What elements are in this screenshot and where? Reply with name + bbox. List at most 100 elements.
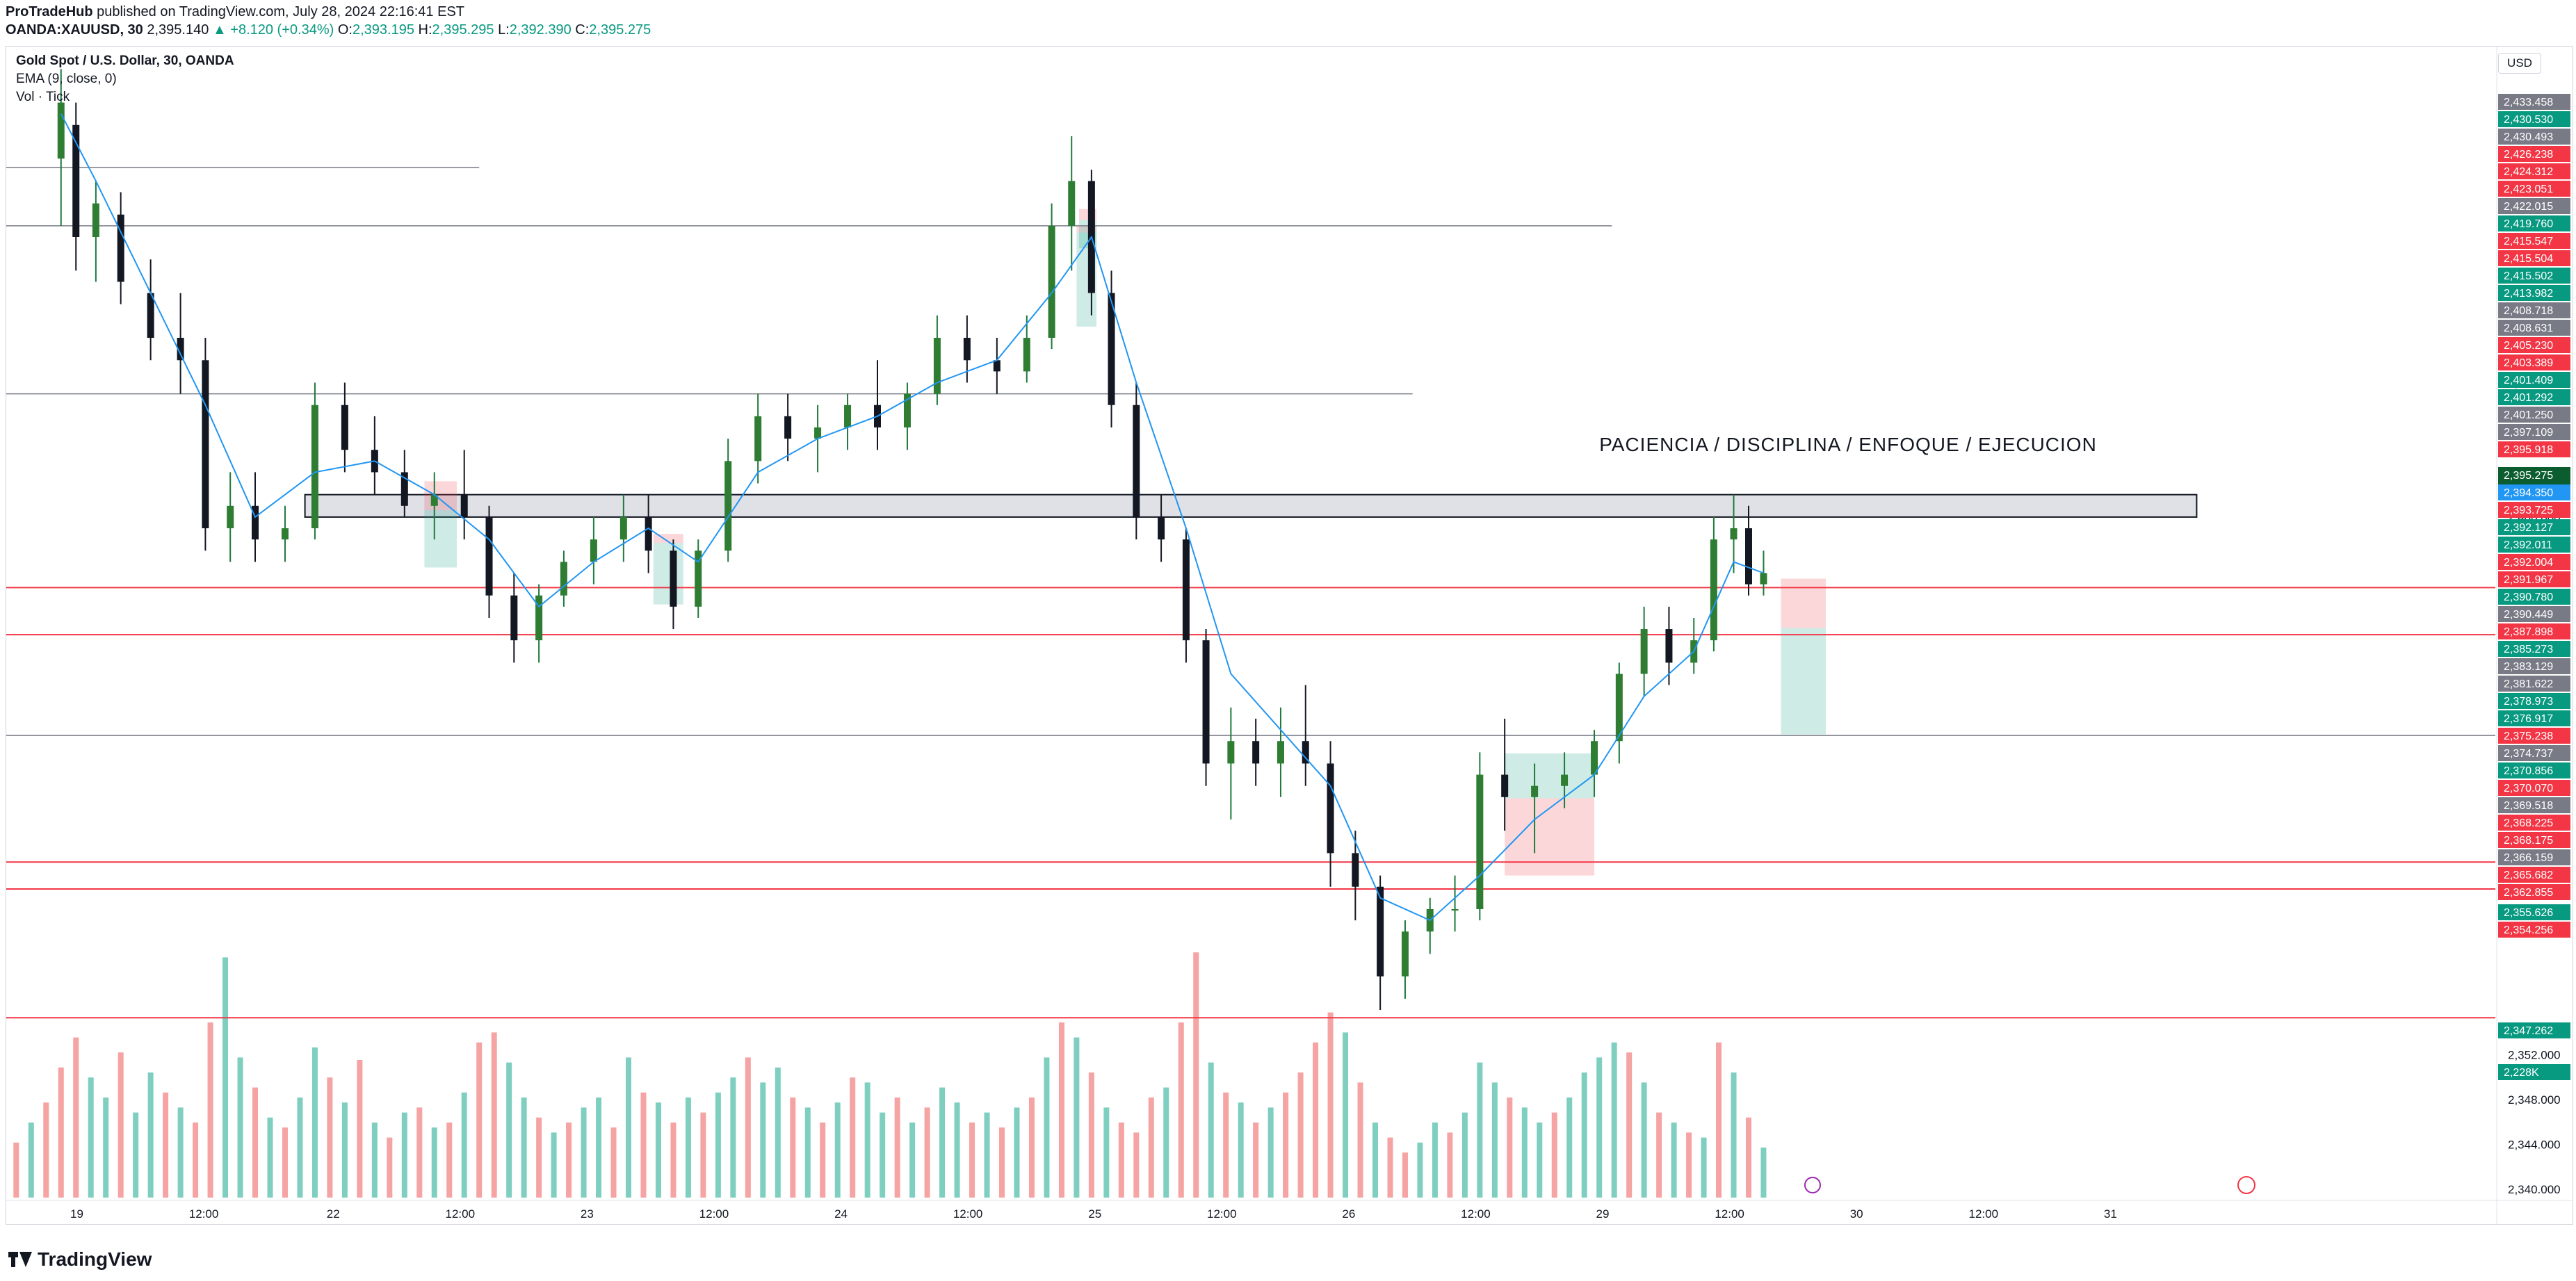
volume-bar — [416, 1107, 423, 1198]
volume-bar — [1357, 1082, 1363, 1198]
price-tag — [2498, 268, 2570, 284]
price-tag — [2498, 320, 2570, 336]
price-tag — [2498, 424, 2570, 440]
volume-bar — [1133, 1132, 1140, 1198]
publish-header: ProTradeHub published on TradingView.com… — [0, 0, 2576, 46]
high-value: 2,395.295 — [432, 22, 494, 38]
volume-bar — [1178, 1022, 1184, 1198]
candle-body — [963, 338, 971, 361]
volume-bar — [1551, 1112, 1557, 1198]
ema-line — [60, 113, 1764, 922]
volume-bar — [476, 1042, 483, 1198]
price-tag-label: 2,369.518 — [2504, 800, 2553, 812]
short-position-target[interactable] — [424, 510, 457, 568]
price-tag-label: 2,415.502 — [2504, 270, 2553, 282]
candle-body — [252, 505, 259, 540]
candle-body — [1451, 908, 1459, 911]
price-tag-label: 2,395.275 — [2504, 470, 2553, 482]
publisher-name[interactable]: ProTradeHub — [6, 4, 93, 19]
volume-bar — [237, 1057, 243, 1198]
volume-bar — [610, 1127, 617, 1198]
volume-bar — [1537, 1123, 1543, 1198]
price-tag — [2498, 389, 2570, 405]
price-chart[interactable]: PACIENCIA / DISCIPLINA / ENFOQUE / EJECU… — [6, 47, 2573, 1224]
price-tag — [2498, 904, 2570, 920]
volume-bar — [850, 1077, 856, 1198]
long-position-target[interactable] — [653, 542, 683, 605]
candle-body — [993, 360, 1001, 372]
price-tick-label: 2,352.000 — [2508, 1048, 2561, 1061]
volume-bar — [387, 1137, 393, 1198]
volume-bar — [13, 1142, 19, 1198]
short-position-stop[interactable] — [424, 481, 457, 511]
volume-bar — [1253, 1123, 1259, 1198]
price-tag-label: 2,387.898 — [2504, 626, 2553, 638]
candle-body — [1377, 886, 1384, 977]
candle-body — [535, 595, 543, 641]
time-tick-label: 29 — [1596, 1207, 1610, 1221]
volume-bar — [1327, 1012, 1334, 1198]
volume-bar — [357, 1060, 363, 1198]
candle-body — [695, 550, 702, 607]
long-position-target[interactable] — [1505, 753, 1595, 799]
lightning-event-icon[interactable] — [1804, 1177, 1821, 1193]
candle-body — [590, 539, 597, 562]
volume-bar — [73, 1037, 79, 1198]
candle-body — [903, 393, 911, 427]
time-tick-label: 26 — [1342, 1207, 1355, 1221]
price-tag-label: 2,423.051 — [2504, 183, 2553, 195]
price-tag — [2498, 163, 2570, 179]
price-tag-label: 2,392.011 — [2504, 539, 2552, 551]
legend-volume[interactable]: Vol · Tick — [16, 90, 70, 104]
high-label: H: — [418, 22, 432, 38]
volume-bar — [446, 1123, 453, 1198]
candle-body — [281, 528, 289, 540]
price-tag — [2498, 215, 2570, 231]
volume-bar — [685, 1098, 691, 1198]
us-flag-event-icon[interactable] — [2237, 1176, 2255, 1194]
short-position-target[interactable] — [1781, 628, 1826, 735]
time-tick-label: 31 — [2104, 1207, 2117, 1221]
short-position-stop[interactable] — [1781, 578, 1826, 628]
candle-body — [1182, 539, 1190, 641]
tradingview-logo[interactable]: TradingView — [8, 1248, 152, 1271]
currency-button[interactable]: USD — [2498, 53, 2541, 74]
time-tick-label: 12:00 — [1968, 1207, 1998, 1221]
price-tag-label: 2,405.230 — [2504, 340, 2553, 352]
annotation-text: PACIENCIA / DISCIPLINA / ENFOQUE / EJECU… — [1599, 434, 2097, 455]
legend-ema[interactable]: EMA (9, close, 0) — [16, 72, 117, 86]
time-tick-label: 12:00 — [1715, 1207, 1744, 1221]
time-tick-label: 23 — [581, 1207, 594, 1221]
price-tag-label: 2,347.262 — [2504, 1025, 2553, 1037]
price-tag — [2498, 233, 2570, 249]
resistance-zone[interactable] — [304, 493, 2198, 518]
price-tag-label: 2,374.737 — [2504, 748, 2553, 760]
volume-bar — [969, 1123, 975, 1198]
candle-body — [784, 416, 792, 439]
chart-frame[interactable]: PACIENCIA / DISCIPLINA / ENFOQUE / EJECU… — [6, 46, 2573, 1225]
price-tag — [2498, 641, 2570, 657]
candle-body — [177, 338, 184, 361]
symbol: OANDA:XAUUSD, 30 — [6, 22, 143, 38]
volume-bar — [297, 1098, 303, 1198]
volume-bar — [1044, 1057, 1050, 1198]
price-tag — [2498, 250, 2570, 266]
price-tag-label: 2,383.129 — [2504, 661, 2553, 673]
long-position-stop[interactable] — [1076, 225, 1097, 233]
footer: TradingView — [0, 1227, 2576, 1281]
price-tag — [2498, 922, 2570, 938]
volume-bar — [954, 1102, 960, 1198]
candle-body — [1615, 674, 1623, 742]
candle-body — [1158, 516, 1165, 540]
volume-bar — [506, 1062, 512, 1198]
candle-body — [1476, 774, 1484, 909]
price-change: ▲ +8.120 (+0.34%) — [212, 22, 334, 38]
price-tag-label: 2,401.292 — [2504, 392, 2553, 404]
volume-bar — [133, 1112, 139, 1198]
volume-bar — [103, 1098, 109, 1198]
price-tag — [2498, 728, 2570, 744]
volume-bar — [1626, 1052, 1633, 1198]
volume-bar — [207, 1022, 213, 1198]
volume-bar — [1491, 1082, 1498, 1198]
price-tag — [2498, 658, 2570, 674]
